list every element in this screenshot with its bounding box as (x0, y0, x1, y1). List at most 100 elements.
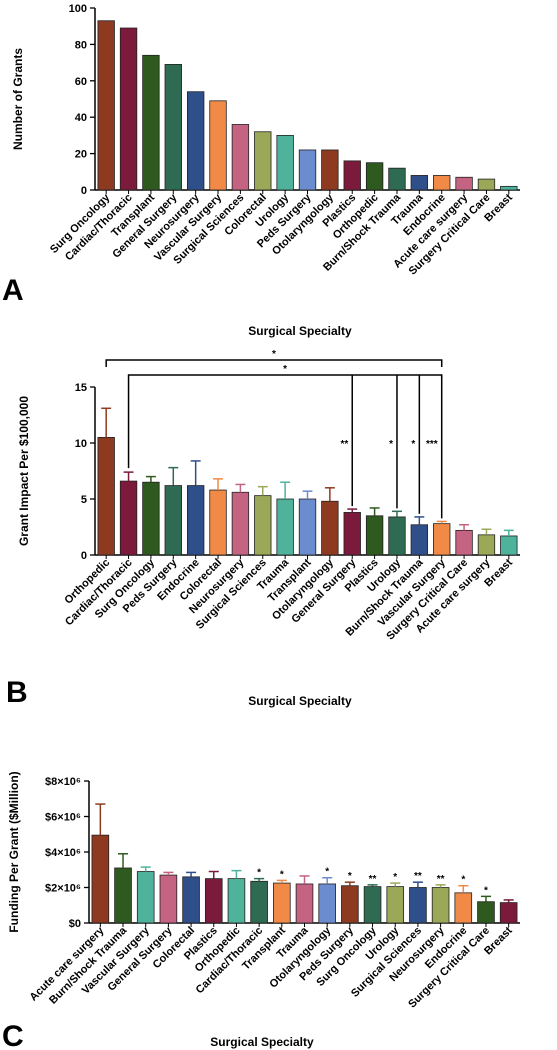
bar-surgical-sciences (409, 887, 427, 924)
bar-surg-oncology (142, 481, 160, 556)
significance-bracket (105, 359, 443, 367)
y-tick-label: 100 (69, 3, 87, 15)
bar-neurosurgery (186, 91, 205, 191)
y-tick-label: 40 (75, 112, 87, 124)
significance-label: ** (414, 871, 422, 882)
y-axis-label: Funding Per Grant ($Million) (7, 771, 21, 932)
significance-label: * (257, 868, 261, 879)
bar-otolaryngology (321, 149, 339, 191)
bar-surgery-critical-care (455, 529, 473, 556)
bar-neurosurgery (231, 491, 250, 556)
bar-neurosurgery (431, 887, 450, 924)
bar-otolaryngology (321, 500, 339, 556)
significance-label: * (461, 875, 465, 886)
y-tick-label: 60 (75, 76, 87, 88)
y-tick-label: 0 (81, 185, 87, 197)
y-tick-label: 0 (81, 550, 87, 562)
bar-trauma (276, 498, 294, 556)
y-tick-label: 10 (75, 438, 87, 450)
bar-colorectal (182, 876, 200, 924)
bar-urology (386, 886, 405, 924)
significance-label: * (484, 885, 488, 896)
bar-breast (500, 185, 518, 191)
bar-endocrine (186, 485, 205, 556)
bar-cardiac-thoracic (250, 880, 268, 924)
bar-surgery-critical-care (477, 178, 496, 191)
x-axis-label: Surgical Specialty (248, 324, 352, 338)
y-tick-label: 80 (75, 39, 87, 51)
bar-surgical-sciences (254, 495, 272, 556)
bar-endocrine (433, 175, 451, 191)
y-tick-label: $0 (69, 918, 81, 930)
bar-plastics (204, 878, 223, 924)
significance-label: ** (437, 874, 445, 885)
drop-label: * (411, 439, 415, 450)
y-tick-label: $8×10⁶ (45, 776, 81, 788)
drop-label: ** (340, 439, 348, 450)
bar-general-surgery (164, 64, 182, 191)
bar-surgery-critical-care (477, 901, 495, 924)
significance-label: ** (369, 874, 377, 885)
bar-burn-shock-trauma (410, 524, 429, 556)
y-tick-label: 20 (75, 149, 87, 161)
bar-peds-surgery (341, 885, 359, 924)
bar-breast (499, 902, 518, 924)
bracket-label: * (283, 364, 287, 375)
bar-urology (276, 134, 294, 191)
bar-cardiac-thoracic (119, 480, 138, 556)
significance-label: * (348, 871, 352, 882)
bar-transplant (142, 54, 160, 191)
y-axis-label: Grant Impact Per $100,000 (17, 396, 31, 546)
bar-peds-surgery (298, 149, 317, 191)
panel-label: C (2, 1020, 24, 1050)
bar-surg-oncology (363, 886, 382, 924)
significance-label: * (280, 869, 284, 880)
y-tick-label: 5 (81, 494, 87, 506)
panel-label: B (6, 676, 28, 709)
bar-vascular-surgery (136, 871, 155, 924)
bar-surgical-sciences (231, 124, 250, 191)
x-axis-label: Surgical Specialty (210, 1035, 314, 1049)
bar-otolaryngology (318, 883, 336, 924)
bar-vascular-surgery (209, 100, 227, 191)
bar-transplant (273, 882, 291, 924)
significance-bracket (127, 374, 443, 469)
bar-plastics (365, 515, 384, 556)
y-axis-label: Number of Grants (11, 48, 25, 150)
bar-colorectal (254, 131, 272, 191)
bar-burn-shock-trauma (114, 867, 132, 924)
bar-orthopedic (365, 162, 384, 191)
bar-trauma (410, 175, 429, 191)
y-tick-label: 15 (75, 382, 87, 394)
bar-plastics (343, 160, 361, 191)
bar-trauma (295, 883, 314, 924)
bar-burn-shock-trauma (388, 167, 406, 191)
y-tick-label: $2×10⁶ (45, 883, 81, 895)
significance-label: * (393, 872, 397, 883)
bar-urology (388, 516, 406, 556)
bar-transplant (298, 498, 317, 556)
bar-endocrine (454, 892, 473, 924)
bar-colorectal (209, 489, 227, 556)
bar-breast (500, 535, 518, 556)
y-tick-label: $4×10⁶ (45, 847, 81, 859)
bar-peds-surgery (164, 485, 182, 556)
panel-label: A (2, 274, 24, 307)
bar-cardiac-thoracic (119, 27, 138, 191)
x-axis-label: Surgical Specialty (248, 694, 352, 708)
bar-acute-care-surgery (455, 176, 473, 191)
bar-surg-oncology (97, 20, 115, 191)
bar-vascular-surgery (433, 523, 451, 556)
drop-label: *** (426, 439, 438, 450)
significance-label: * (325, 867, 329, 878)
bar-acute-care-surgery (91, 834, 110, 924)
bar-general-surgery (343, 512, 361, 556)
bracket-label: * (272, 349, 276, 360)
bar-orthopedic (227, 878, 246, 924)
y-tick-label: $6×10⁶ (45, 812, 81, 824)
bar-orthopedic (97, 436, 115, 556)
bar-acute-care-surgery (477, 534, 496, 556)
